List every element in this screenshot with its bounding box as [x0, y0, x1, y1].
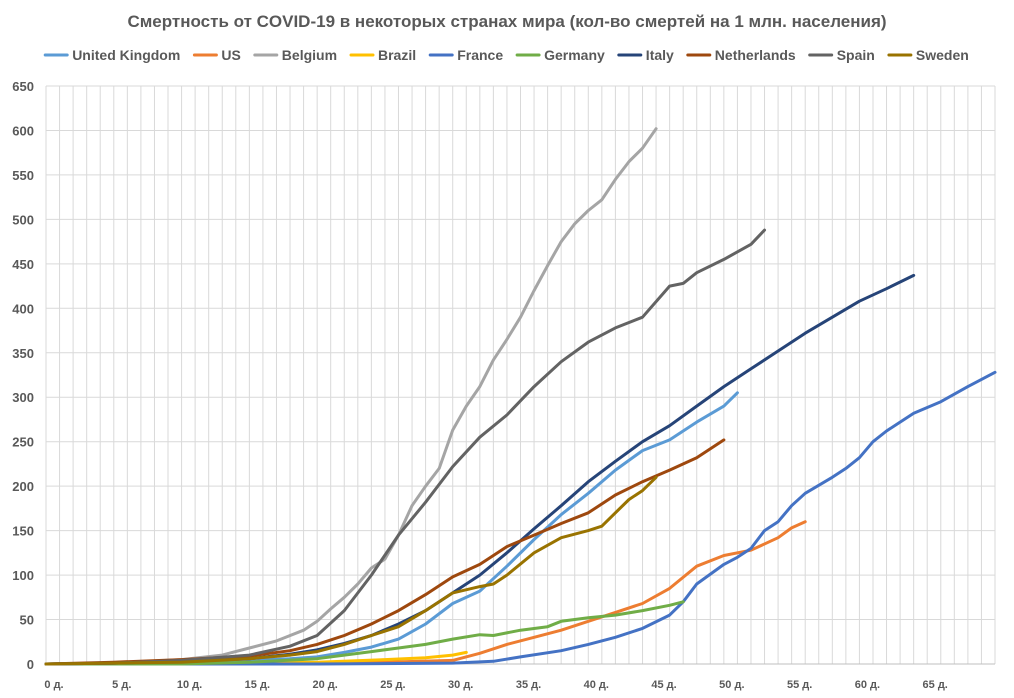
y-tick-label: 0: [27, 657, 34, 672]
legend-item-italy: Italy: [617, 47, 674, 63]
y-tick-label: 350: [12, 346, 34, 361]
y-tick-label: 550: [12, 168, 34, 183]
series-group: [44, 127, 997, 666]
y-tick-label: 500: [12, 212, 34, 227]
x-tick-label: 20 д.: [312, 679, 337, 691]
x-tick-label: 5 д.: [112, 679, 131, 691]
x-tick-label: 60 д.: [855, 679, 880, 691]
y-tick-label: 400: [12, 301, 34, 316]
x-tick-label: 0 д.: [44, 679, 63, 691]
y-tick-label: 450: [12, 257, 34, 272]
x-tick-label: 65 д.: [923, 679, 948, 691]
x-tick-label: 40 д.: [584, 679, 609, 691]
legend-label: United Kingdom: [72, 47, 180, 63]
chart-title: Смертность от COVID-19 в некоторых стран…: [127, 12, 886, 31]
y-axis: 0 50 100 150 200 250 300 350 400 450 500 550 600 650: [12, 79, 34, 672]
y-tick-label: 100: [12, 568, 34, 583]
y-tick-label: 300: [12, 390, 34, 405]
legend-label: Sweden: [916, 47, 969, 63]
y-tick-label: 200: [12, 479, 34, 494]
legend-label: Germany: [544, 47, 605, 63]
legend-item-brazil: Brazil: [349, 47, 416, 63]
x-tick-label: 35 д.: [516, 679, 541, 691]
x-tick-label: 10 д.: [177, 679, 202, 691]
x-axis: 0 д. 5 д. 10 д. 15 д. 20 д. 25 д. 30 д. 35 д. 40…: [44, 679, 947, 691]
x-tick-label: 50 д.: [719, 679, 744, 691]
y-tick-label: 650: [12, 79, 34, 94]
x-tick-label: 25 д.: [380, 679, 405, 691]
series-line-netherlands: [44, 438, 726, 666]
series-line-belgium: [44, 127, 658, 666]
legend-label: Belgium: [282, 47, 337, 63]
legend-item-netherlands: Netherlands: [686, 47, 796, 63]
x-tick-label: 45 д.: [651, 679, 676, 691]
legend-label: Brazil: [378, 47, 416, 63]
x-tick-label: 15 д.: [245, 679, 270, 691]
legend-item-us: US: [192, 47, 241, 63]
legend-item-belgium: Belgium: [253, 47, 337, 63]
legend-item-france: France: [428, 47, 503, 63]
legend-item-spain: Spain: [808, 47, 875, 63]
series-line-united-kingdom: [44, 391, 739, 666]
y-tick-label: 50: [20, 613, 34, 628]
legend-label: Netherlands: [715, 47, 796, 63]
legend-label: France: [457, 47, 503, 63]
y-tick-label: 600: [12, 123, 34, 138]
legend-item-sweden: Sweden: [887, 47, 969, 63]
series-line-sweden: [44, 475, 658, 666]
legend: United Kingdom US Belgium Brazil France Germa…: [43, 47, 969, 63]
x-tick-label: 55 д.: [787, 679, 812, 691]
legend-label: Spain: [837, 47, 875, 63]
y-tick-label: 250: [12, 435, 34, 450]
y-tick-label: 150: [12, 524, 34, 539]
series-line-germany: [44, 600, 685, 666]
legend-item-united-kingdom: United Kingdom: [43, 47, 180, 63]
series-line-france: [44, 370, 997, 666]
legend-label: Italy: [646, 47, 674, 63]
gridlines: [45, 85, 996, 665]
x-tick-label: 30 д.: [448, 679, 473, 691]
legend-label: US: [221, 47, 240, 63]
series-line-spain: [44, 228, 766, 666]
legend-item-germany: Germany: [515, 47, 605, 63]
